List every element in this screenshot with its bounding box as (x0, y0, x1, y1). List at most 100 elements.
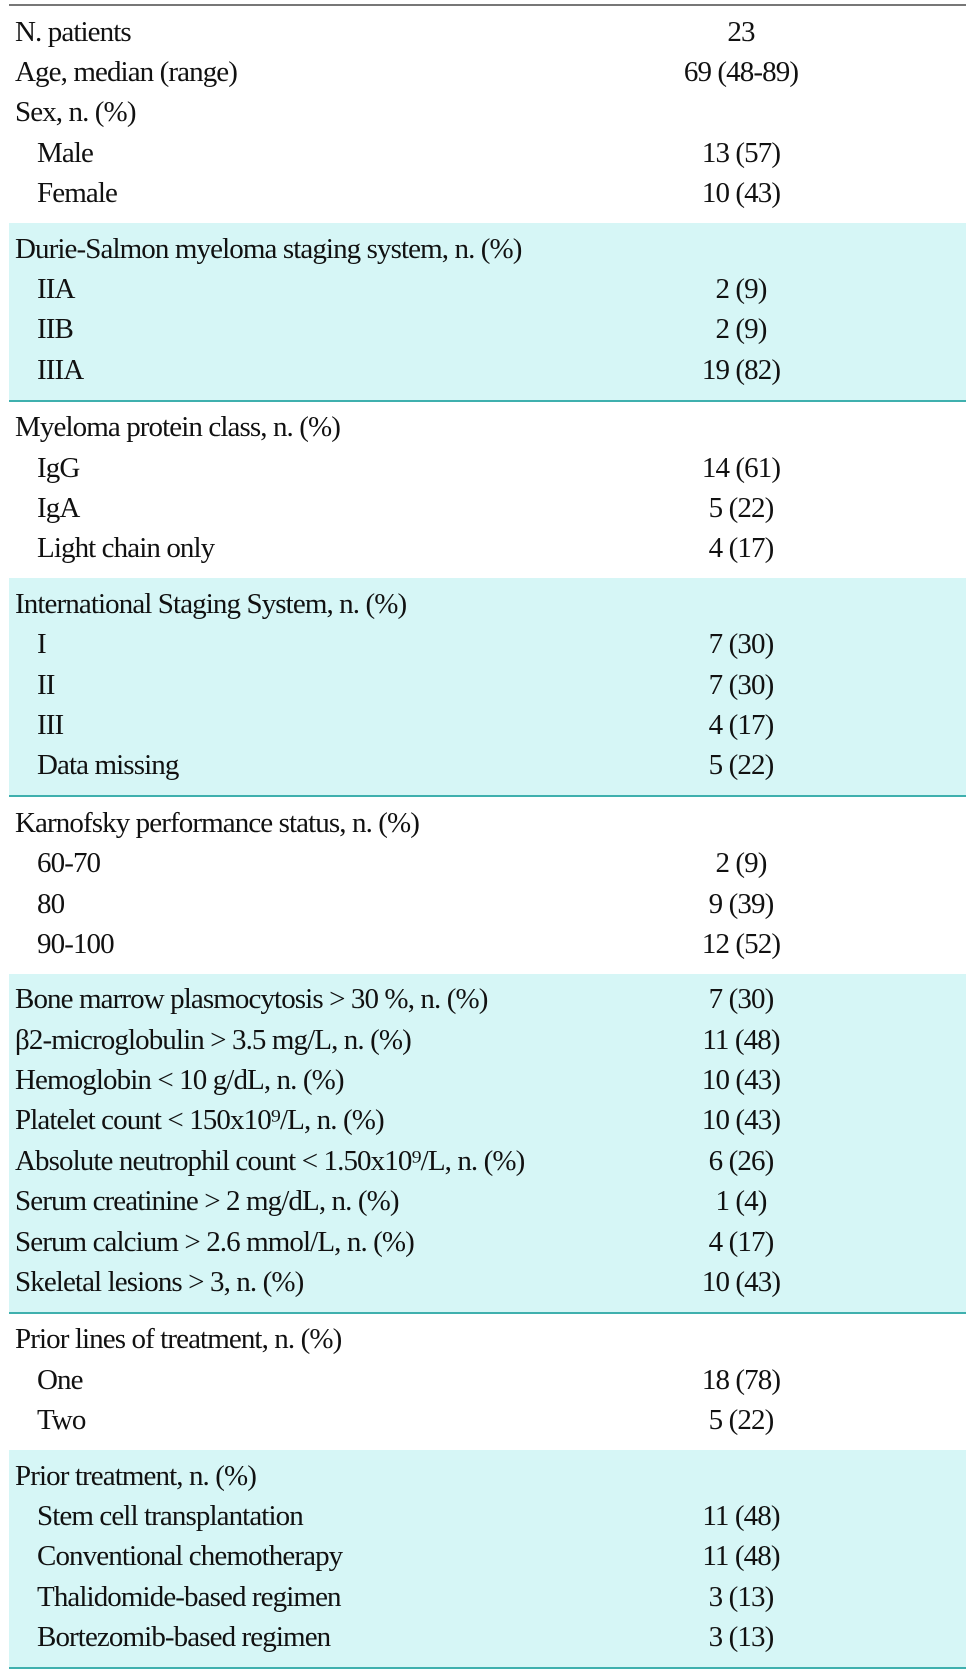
table-row: Karnofsky performance status, n. (%) (9, 803, 966, 843)
table-row: Bone marrow plasmocytosis > 30 %, n. (%)… (9, 980, 966, 1020)
row-label: Karnofsky performance status, n. (%) (15, 806, 420, 839)
row-label: Stem cell transplantation (37, 1499, 304, 1532)
table-row: IIIA 19 (82) (9, 350, 966, 390)
row-label: Age, median (range) (15, 56, 238, 89)
table-section: N. patients 23 Age, median (range) 69 (48-8… (9, 6, 966, 223)
table-row: Stem cell transplantation 11 (48) (9, 1496, 966, 1536)
table-section: Prior lines of treatment, n. (%) One 18 (7… (9, 1314, 966, 1450)
row-value: 2 (9) (715, 313, 767, 346)
table-section: Myeloma protein class, n. (%) IgG 14 (61) I… (9, 402, 966, 579)
row-value: 14 (61) (701, 451, 781, 484)
table-row: One 18 (78) (9, 1360, 966, 1400)
table-row: I 7 (30) (9, 624, 966, 664)
table-section: International Staging System, n. (%) I 7 (… (9, 578, 966, 798)
table-row: Serum calcium > 2.6 mmol/L, n. (%) 4 (17) (9, 1222, 966, 1262)
row-label: IIIA (37, 353, 84, 386)
table-row: IgG 14 (61) (9, 448, 966, 488)
row-label: Thalidomide-based regimen (37, 1580, 342, 1613)
row-value: 11 (48) (702, 1023, 780, 1056)
row-label: Serum creatinine > 2 mg/dL, n. (%) (15, 1185, 399, 1218)
table-row: International Staging System, n. (%) (9, 584, 966, 624)
row-label: Conventional chemotherapy (37, 1540, 343, 1573)
row-value: 3 (13) (708, 1621, 775, 1654)
row-value: 13 (57) (701, 136, 781, 169)
row-label: IIB (37, 313, 74, 346)
table-row: Durie-Salmon myeloma staging system, n. … (9, 229, 966, 269)
row-label: Bortezomib-based regimen (37, 1621, 331, 1654)
row-label: Skeletal lesions > 3, n. (%) (15, 1266, 304, 1299)
row-label: Bone marrow plasmocytosis > 30 %, n. (%) (15, 983, 488, 1016)
row-value: 19 (82) (701, 353, 781, 386)
row-value: 23 (727, 15, 755, 48)
table-row: Skeletal lesions > 3, n. (%) 10 (43) (9, 1262, 966, 1302)
table-row: 90-100 12 (52) (9, 924, 966, 964)
row-value: 2 (9) (715, 273, 767, 306)
row-value: 5 (22) (708, 491, 775, 524)
row-value: 5 (22) (708, 1404, 775, 1437)
row-label: I (37, 628, 47, 661)
row-value: 69 (48-89) (683, 56, 799, 89)
row-label: 90-100 (37, 927, 115, 960)
row-label: Male (37, 136, 94, 169)
row-label: One (37, 1363, 84, 1396)
row-value: 6 (26) (708, 1144, 775, 1177)
row-label: β2-microglobulin > 3.5 mg/L, n. (%) (15, 1023, 412, 1056)
row-label: 60-70 (37, 847, 101, 880)
row-value: 5 (22) (708, 749, 775, 782)
row-value: 18 (78) (701, 1363, 781, 1396)
table-row: IgA 5 (22) (9, 488, 966, 528)
table-row: IIA 2 (9) (9, 269, 966, 309)
row-label: Durie-Salmon myeloma staging system, n. … (15, 232, 522, 265)
row-value: 1 (4) (715, 1185, 767, 1218)
table-row: 60-70 2 (9) (9, 843, 966, 883)
table-row: N. patients 23 (9, 12, 966, 52)
row-label: Serum calcium > 2.6 mmol/L, n. (%) (15, 1225, 415, 1258)
table-row: Prior lines of treatment, n. (%) (9, 1320, 966, 1360)
row-label: Hemoglobin < 10 g/dL, n. (%) (15, 1064, 345, 1097)
table-row: Myeloma protein class, n. (%) (9, 408, 966, 448)
table-row: Male 13 (57) (9, 133, 966, 173)
table-section: Karnofsky performance status, n. (%) 60-7… (9, 797, 966, 974)
table-row: III 4 (17) (9, 705, 966, 745)
row-label: Prior lines of treatment, n. (%) (15, 1323, 342, 1356)
row-value: 9 (39) (708, 887, 775, 920)
table-row: 80 9 (39) (9, 884, 966, 924)
row-value: 12 (52) (701, 927, 781, 960)
table-row: Sex, n. (%) (9, 93, 966, 133)
row-label: Two (37, 1404, 86, 1437)
row-value: 11 (48) (702, 1540, 780, 1573)
table-row: Absolute neutrophil count < 1.50x10⁹/L, … (9, 1141, 966, 1181)
row-value: 7 (30) (708, 628, 775, 661)
table-row: Two 5 (22) (9, 1401, 966, 1441)
row-value: 10 (43) (701, 1266, 781, 1299)
row-label: Absolute neutrophil count < 1.50x10⁹/L, … (15, 1144, 525, 1177)
row-value: 10 (43) (701, 1064, 781, 1097)
table-row: Prior treatment, n. (%) (9, 1456, 966, 1496)
row-value: 7 (30) (708, 983, 775, 1016)
row-value: 11 (48) (702, 1499, 780, 1532)
patient-characteristics-table: N. patients 23 Age, median (range) 69 (48-8… (9, 4, 966, 1669)
table-row: Conventional chemotherapy 11 (48) (9, 1537, 966, 1577)
table-row: Platelet count < 150x10⁹/L, n. (%) 10 (43… (9, 1101, 966, 1141)
row-value: 4 (17) (708, 708, 775, 741)
row-label: Data missing (37, 749, 179, 782)
row-label: IIA (37, 273, 75, 306)
row-value: 2 (9) (715, 847, 767, 880)
row-label: Female (37, 177, 118, 210)
table-row: Light chain only 4 (17) (9, 529, 966, 569)
table-row: Age, median (range) 69 (48-89) (9, 52, 966, 92)
row-label: Platelet count < 150x10⁹/L, n. (%) (15, 1104, 385, 1137)
row-label: IgA (37, 491, 80, 524)
table-row: Thalidomide-based regimen 3 (13) (9, 1577, 966, 1617)
table-row: Data missing 5 (22) (9, 746, 966, 786)
table-row: Bortezomib-based regimen 3 (13) (9, 1617, 966, 1657)
row-label: III (37, 708, 64, 741)
row-label: N. patients (15, 15, 132, 48)
row-value: 3 (13) (708, 1580, 775, 1613)
row-value: 7 (30) (708, 668, 775, 701)
row-label: Myeloma protein class, n. (%) (15, 411, 341, 444)
row-label: IgG (37, 451, 80, 484)
table-row: IIB 2 (9) (9, 310, 966, 350)
row-label: Prior treatment, n. (%) (15, 1459, 257, 1492)
table-section: Prior treatment, n. (%) Stem cell transpl… (9, 1449, 966, 1669)
